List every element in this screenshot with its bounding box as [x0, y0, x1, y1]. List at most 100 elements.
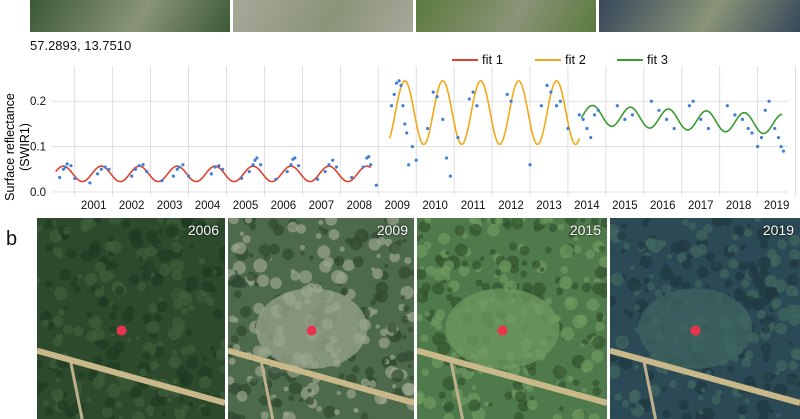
observation-point	[251, 163, 255, 167]
tree-canopy	[55, 377, 61, 383]
tree-canopy	[263, 253, 272, 262]
tree-canopy	[573, 236, 579, 242]
tree-canopy	[73, 325, 84, 337]
observation-point	[350, 175, 354, 180]
tree-canopy	[762, 354, 771, 363]
x-tick-label: 2015	[612, 200, 638, 212]
observation-point	[581, 117, 585, 121]
tree-canopy	[568, 231, 576, 239]
tree-canopy	[743, 229, 753, 238]
tree-canopy	[586, 298, 600, 312]
tree-canopy	[157, 248, 172, 263]
tree-canopy	[380, 358, 387, 365]
tree-canopy	[626, 277, 641, 292]
observation-point	[505, 92, 509, 97]
tree-canopy	[559, 276, 572, 290]
tree-canopy	[694, 280, 703, 288]
tree-canopy	[571, 282, 579, 290]
tree-canopy	[789, 341, 794, 346]
tree-canopy	[444, 274, 451, 281]
tree-canopy	[417, 392, 423, 404]
tree-canopy	[727, 365, 734, 373]
photo-year-label: 2006	[187, 222, 219, 238]
tree-canopy	[73, 285, 81, 294]
tree-canopy	[142, 313, 152, 324]
tree-canopy	[789, 249, 800, 261]
observation-point	[259, 163, 263, 167]
tree-canopy	[483, 401, 489, 407]
tree-canopy	[700, 387, 706, 393]
tree-canopy	[42, 399, 50, 407]
tree-canopy	[646, 282, 656, 291]
side-road	[449, 362, 465, 419]
tree-canopy	[592, 335, 606, 350]
tree-canopy	[342, 259, 355, 272]
aerial-photo-4: 2019	[610, 218, 800, 419]
tree-canopy	[158, 396, 168, 406]
top-strip-tile-1	[30, 0, 230, 32]
tree-canopy	[508, 242, 518, 251]
observation-point	[733, 113, 737, 117]
observation-point	[221, 167, 225, 171]
aerial-photo-1: 2006	[37, 218, 225, 419]
tree-canopy	[598, 256, 607, 268]
location-marker	[690, 325, 701, 336]
tree-canopy	[47, 321, 55, 329]
tree-canopy	[775, 369, 781, 375]
observation-point	[323, 169, 327, 174]
tree-canopy	[539, 218, 548, 225]
road	[37, 347, 225, 406]
tree-canopy	[187, 401, 194, 407]
tree-canopy	[66, 248, 77, 259]
tree-canopy	[107, 236, 114, 243]
tree-canopy	[469, 223, 482, 237]
tree-canopy	[85, 397, 91, 403]
tree-canopy	[566, 298, 573, 306]
tree-canopy	[45, 243, 54, 252]
tree-canopy	[171, 316, 185, 330]
tree-canopy	[548, 223, 558, 233]
tree-canopy	[591, 350, 604, 363]
tree-canopy	[228, 315, 236, 323]
tree-canopy	[720, 218, 733, 226]
tree-canopy	[154, 314, 163, 323]
tree-canopy	[581, 282, 592, 293]
observation-point	[746, 126, 750, 131]
observation-point	[756, 145, 760, 149]
tree-canopy	[151, 238, 163, 249]
tree-canopy	[738, 413, 746, 419]
tree-canopy	[370, 299, 377, 306]
tree-canopy	[260, 411, 269, 419]
tree-canopy	[774, 322, 788, 335]
tree-canopy	[661, 386, 668, 392]
observation-point	[213, 165, 217, 169]
tree-canopy	[186, 344, 196, 354]
tree-canopy	[402, 305, 410, 312]
tree-canopy	[417, 290, 429, 304]
tree-canopy	[188, 304, 195, 311]
tree-canopy	[346, 389, 357, 399]
x-tick-label: 2003	[157, 200, 183, 212]
tree-canopy	[239, 231, 245, 236]
x-tick-label: 2010	[422, 200, 448, 212]
x-tick-label: 2018	[726, 200, 752, 212]
tree-canopy	[773, 279, 787, 293]
tree-canopy	[131, 411, 145, 419]
tree-canopy	[170, 218, 182, 225]
tree-canopy	[734, 271, 745, 282]
tree-canopy	[368, 238, 381, 251]
tree-canopy	[595, 321, 605, 332]
road	[610, 347, 800, 406]
tree-canopy	[690, 382, 696, 389]
tree-canopy	[519, 245, 530, 256]
tree-canopy	[788, 360, 798, 371]
tree-canopy	[498, 260, 512, 273]
tree-canopy	[572, 408, 585, 419]
tree-canopy	[401, 295, 406, 300]
tree-canopy	[582, 339, 588, 345]
tree-canopy	[364, 234, 369, 239]
tree-canopy	[336, 390, 341, 396]
tree-canopy	[787, 273, 799, 286]
observation-point	[767, 99, 771, 103]
tree-canopy	[759, 239, 769, 249]
